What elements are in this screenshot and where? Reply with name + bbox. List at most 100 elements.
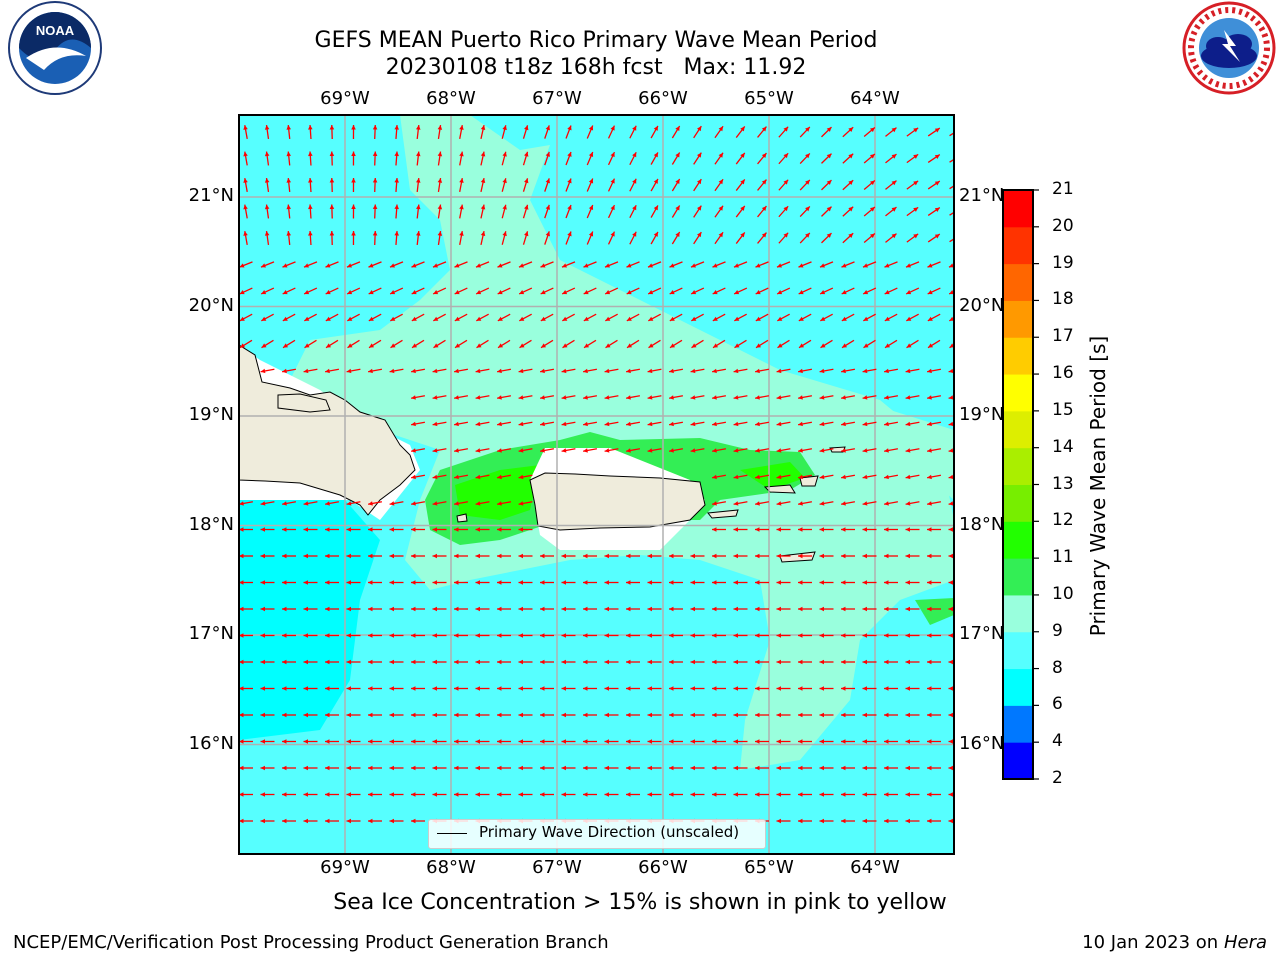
wave-direction-arrowhead: [437, 125, 443, 130]
wave-direction-arrowhead: [518, 527, 523, 532]
wave-direction-arrowhead: [390, 290, 396, 295]
wave-direction-arrowhead: [905, 368, 911, 374]
wave-direction-arrowhead: [776, 527, 781, 532]
lat-label-right: 21°N: [959, 185, 1005, 206]
wave-direction-arrowhead: [497, 659, 502, 665]
wave-direction-arrowhead: [346, 527, 351, 532]
wave-direction-arrowhead: [798, 421, 803, 427]
wave-direction-arrowhead: [308, 204, 313, 210]
wave-direction-arrowhead: [329, 204, 335, 210]
wave-direction-arrowhead: [476, 316, 482, 321]
wave-direction-arrowhead: [346, 553, 351, 559]
wave-direction-arrowhead: [755, 739, 760, 744]
wave-direction-arrowhead: [480, 178, 486, 184]
wave-direction-arrowhead: [432, 580, 437, 585]
wave-direction-arrowhead: [368, 739, 373, 744]
wave-direction-arrowhead: [518, 765, 523, 771]
wave-direction-arrowhead: [264, 151, 270, 157]
colorbar-segment: [1003, 594, 1033, 633]
puerto-rico-landmass: [529, 472, 706, 531]
colorbar-segment: [1003, 337, 1033, 375]
wave-direction-arrowhead: [390, 343, 396, 348]
wave-direction-arrowhead: [798, 263, 804, 268]
wave-direction-arrowhead: [475, 765, 480, 771]
wave-direction-arrowhead: [459, 151, 464, 157]
colorbar-segment: [1003, 447, 1033, 485]
wave-direction-arrowhead: [454, 368, 459, 374]
colorbar-segment: [1003, 742, 1033, 780]
colorbar-segment: [1003, 484, 1033, 522]
wave-direction-arrowhead: [669, 368, 674, 374]
wave-direction-arrowhead: [653, 178, 658, 184]
wave-direction-arrowhead: [776, 448, 782, 453]
wave-direction-arrowhead: [712, 606, 717, 612]
wave-direction-arrowhead: [264, 125, 270, 130]
lat-label-right: 19°N: [959, 404, 1005, 425]
wave-direction-arrowhead: [325, 580, 330, 585]
wave-direction-arrowhead: [390, 316, 396, 321]
wave-direction-arrowhead: [347, 316, 353, 321]
wave-direction-arrowhead: [755, 792, 760, 797]
lat-label-right: 18°N: [959, 513, 1005, 535]
wave-direction-arrowhead: [927, 263, 933, 268]
wave-direction-arrowhead: [841, 765, 846, 771]
wave-direction-arrowhead: [690, 659, 695, 665]
wave-direction-arrowhead: [648, 343, 654, 348]
wave-direction-arrowhead: [713, 343, 719, 348]
wave-direction-arrowhead: [905, 421, 911, 427]
wave-direction-arrowhead: [841, 686, 846, 691]
wave-direction-arrowhead: [561, 686, 566, 691]
wave-direction-arrowhead: [540, 792, 545, 797]
wave-direction-arrowhead: [540, 263, 546, 268]
wave-direction-arrowhead: [497, 316, 503, 321]
colorbar-segment: [1003, 374, 1033, 412]
wave-direction-arrowhead: [696, 179, 702, 185]
wave-direction-arrowhead: [927, 792, 932, 797]
colorbar-tick-label: 18: [1052, 289, 1074, 310]
lon-label-bottom: 65°W: [744, 857, 794, 878]
wave-direction-arrowhead: [502, 231, 507, 237]
wave-direction-arrowhead: [891, 233, 897, 239]
wave-direction-arrowhead: [696, 126, 702, 132]
wave-direction-arrowhead: [308, 151, 313, 157]
colorbar-segment: [1003, 410, 1033, 449]
wave-direction-arrowhead: [411, 290, 417, 295]
wave-direction-arrowhead: [669, 792, 674, 797]
wave-direction-arrowhead: [604, 606, 609, 612]
wave-direction-arrowhead: [437, 178, 443, 183]
wave-direction-arrowhead: [502, 178, 507, 184]
wave-direction-arrowhead: [862, 633, 867, 638]
wave-direction-arrowhead: [325, 739, 330, 744]
wave-direction-arrowhead: [690, 606, 695, 612]
wave-direction-arrowhead: [805, 153, 810, 159]
wave-direction-arrowhead: [669, 712, 674, 718]
wave-direction-arrowhead: [567, 231, 572, 237]
wave-direction-arrowhead: [368, 580, 373, 585]
wave-direction-arrowhead: [826, 180, 832, 185]
hispaniola-landmass: [239, 344, 416, 516]
wave-direction-arrowhead: [351, 151, 356, 156]
wave-direction-arrowhead: [884, 474, 889, 480]
wave-direction-arrowhead: [303, 739, 308, 744]
colorbar-tick-label: 21: [1052, 179, 1074, 199]
lat-label-left: 18°N: [188, 513, 234, 535]
wave-direction-arrowhead: [561, 765, 566, 771]
wave-direction-arrowhead: [282, 501, 287, 506]
wave-direction-arrowhead: [368, 316, 374, 321]
wave-direction-arrowhead: [518, 659, 523, 665]
wave-direction-arrowhead: [389, 659, 394, 665]
wave-direction-arrowhead: [905, 448, 911, 453]
wave-direction-arrowhead: [733, 659, 738, 665]
wave-direction-arrowhead: [783, 153, 789, 159]
wave-direction-arrowhead: [303, 368, 309, 374]
wave-direction-arrowhead: [497, 606, 502, 612]
wave-direction-arrowhead: [351, 178, 356, 183]
wave-direction-arrowhead: [518, 421, 524, 427]
wave-direction-arrowhead: [497, 739, 502, 744]
wave-direction-arrowhead: [394, 178, 399, 183]
wave-direction-arrowhead: [776, 580, 781, 585]
wave-direction-arrowhead: [454, 474, 459, 480]
wave-direction-arrowhead: [798, 818, 803, 824]
wave-direction-arrowhead: [347, 290, 353, 295]
wave-direction-arrowhead: [583, 580, 588, 585]
